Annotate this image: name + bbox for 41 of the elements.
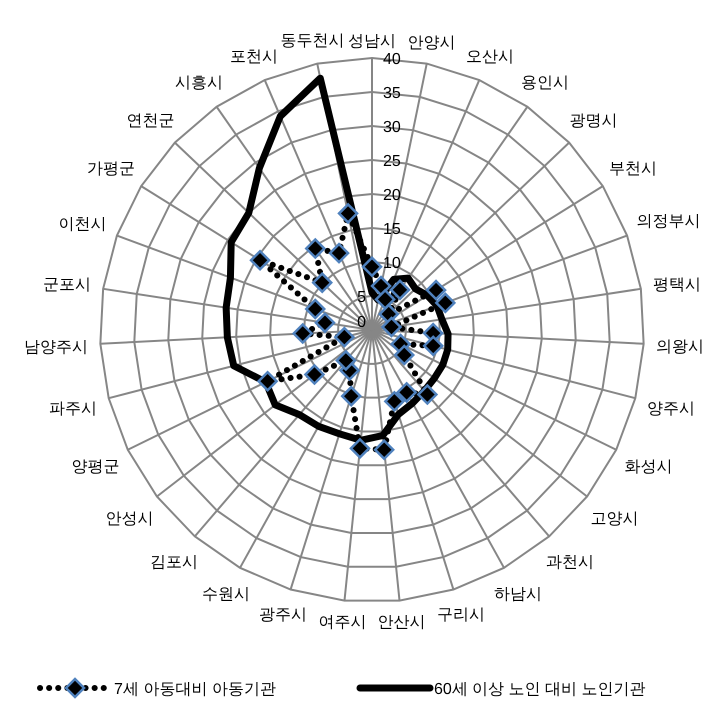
spoke-label: 양주시 (646, 400, 695, 418)
spoke-label: 시흥시 (175, 74, 224, 92)
y-tick-label: 5 (357, 289, 366, 306)
spoke-label: 평택시 (653, 276, 702, 294)
spoke-label: 성남시 (348, 33, 396, 50)
y-tick-label: 40 (383, 51, 401, 68)
spoke-label: 연천군 (126, 112, 175, 130)
spoke-label: 포천시 (230, 48, 278, 66)
y-tick-label: 30 (383, 119, 401, 136)
spoke-label: 김포시 (150, 554, 198, 571)
spoke-label: 군포시 (42, 276, 91, 294)
y-tick-label: 25 (383, 153, 401, 170)
spoke-label: 화성시 (624, 458, 673, 476)
spoke-label: 가평군 (87, 160, 136, 178)
spoke-label: 의정부시 (636, 213, 700, 230)
spoke-label: 수원시 (202, 586, 250, 604)
legend-label: 7세 아동대비 아동기관 (114, 681, 276, 698)
spoke-label: 구리시 (436, 606, 485, 624)
spoke-label: 안성시 (106, 510, 154, 528)
spoke-label: 파주시 (49, 400, 98, 418)
spoke-label: 광주시 (259, 606, 308, 624)
spoke-label: 과천시 (546, 554, 594, 571)
spoke-label: 안산시 (378, 614, 426, 631)
y-tick-label: 10 (383, 255, 401, 272)
spoke-label: 고양시 (590, 510, 638, 528)
spoke-label: 양평군 (71, 458, 120, 476)
spoke-label: 안양시 (407, 34, 456, 52)
y-tick-label: 20 (383, 187, 401, 204)
spoke-label: 이천시 (58, 216, 107, 233)
spoke-label: 여주시 (318, 614, 366, 631)
y-tick-label: 35 (383, 85, 401, 102)
y-tick-label: 15 (383, 221, 401, 238)
spoke-label: 오산시 (466, 48, 514, 66)
spoke-label: 의왕시 (656, 338, 704, 356)
spoke-label: 동두천시 (280, 32, 344, 50)
spoke-label: 광명시 (569, 112, 618, 130)
legend-label: 60세 이상 노인 대비 노인기관 (434, 681, 646, 698)
spoke-label: 하남시 (494, 586, 542, 604)
spoke-label: 용인시 (520, 74, 569, 92)
spoke-label: 남양주시 (24, 339, 88, 356)
spoke-label: 부천시 (608, 160, 657, 178)
